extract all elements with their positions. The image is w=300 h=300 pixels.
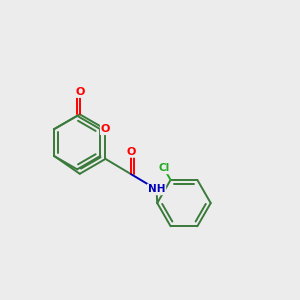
Text: O: O xyxy=(101,124,110,134)
Text: Cl: Cl xyxy=(158,163,169,173)
Text: O: O xyxy=(75,87,84,97)
Text: O: O xyxy=(126,147,136,157)
Text: NH: NH xyxy=(148,184,165,194)
